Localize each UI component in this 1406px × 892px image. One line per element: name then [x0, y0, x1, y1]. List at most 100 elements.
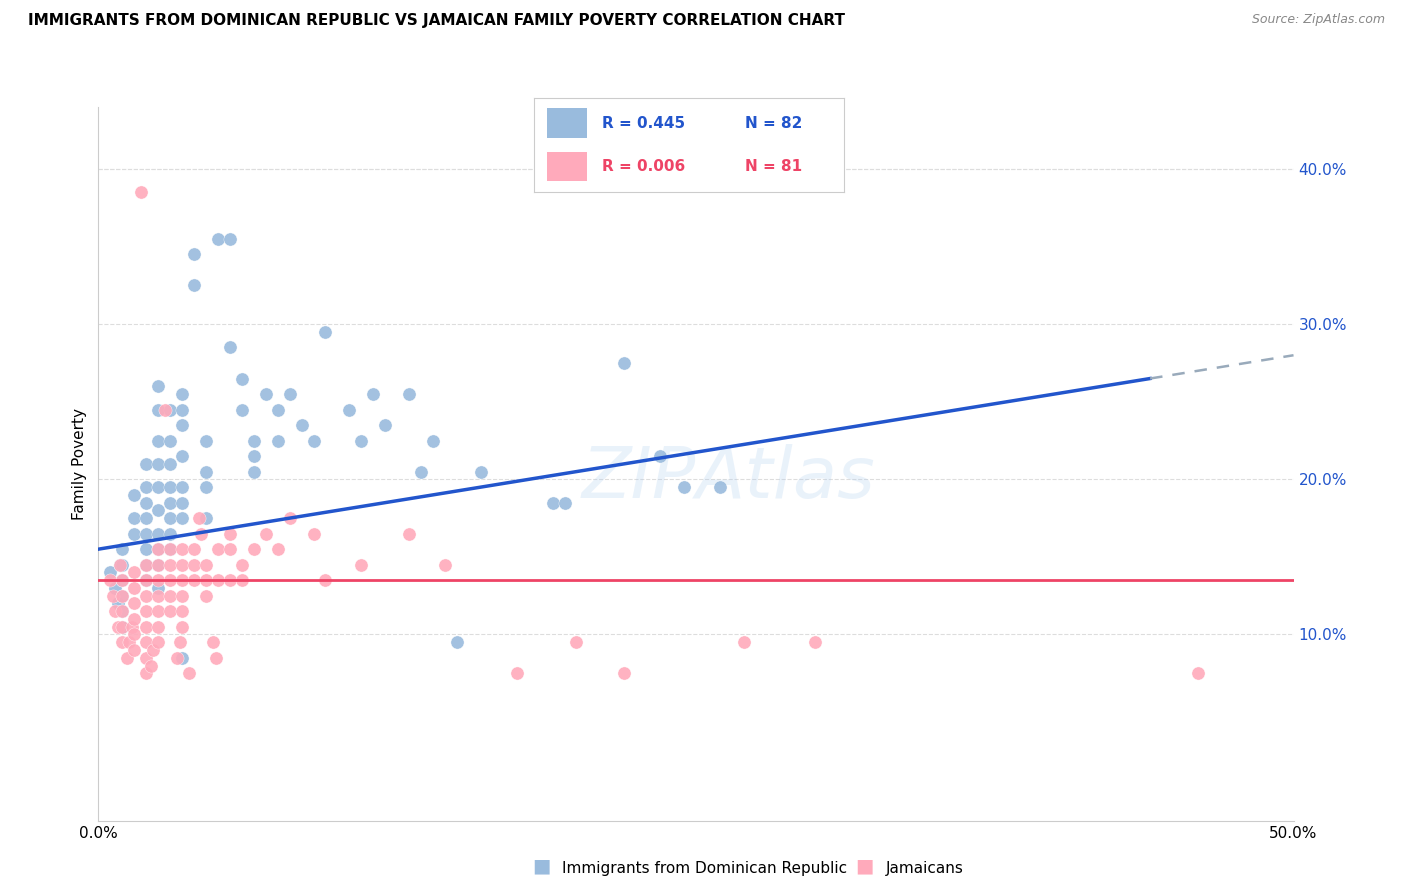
- Point: [139, 658, 162, 673]
- Point: [148, 558, 170, 572]
- Point: [104, 604, 127, 618]
- Point: [204, 650, 226, 665]
- Point: [148, 542, 170, 557]
- Point: [243, 449, 266, 463]
- Point: [267, 402, 290, 417]
- Point: [411, 465, 433, 479]
- Text: R = 0.006: R = 0.006: [602, 159, 686, 174]
- Point: [339, 402, 360, 417]
- Point: [1187, 666, 1209, 681]
- Point: [202, 635, 225, 649]
- Point: [148, 589, 170, 603]
- Point: [111, 542, 134, 557]
- Point: [733, 635, 755, 649]
- Point: [159, 511, 181, 525]
- Point: [172, 542, 194, 557]
- Point: [148, 480, 170, 494]
- Point: [219, 341, 242, 355]
- Point: [183, 573, 205, 587]
- Point: [135, 542, 157, 557]
- Point: [183, 247, 205, 261]
- Point: [172, 387, 194, 401]
- Point: [148, 379, 170, 393]
- Point: [111, 604, 134, 618]
- Point: [183, 558, 205, 572]
- Point: [219, 232, 242, 246]
- Point: [111, 620, 134, 634]
- Point: [148, 573, 170, 587]
- Point: [135, 635, 157, 649]
- Point: [159, 589, 181, 603]
- Point: [148, 402, 170, 417]
- Point: [148, 581, 170, 595]
- Y-axis label: Family Poverty: Family Poverty: [72, 408, 87, 520]
- Point: [142, 643, 165, 657]
- Point: [111, 635, 134, 649]
- Point: [506, 666, 529, 681]
- Point: [135, 558, 157, 572]
- Point: [135, 604, 157, 618]
- Point: [148, 526, 170, 541]
- Point: [159, 526, 181, 541]
- Point: [124, 511, 146, 525]
- Point: [194, 480, 218, 494]
- Point: [446, 635, 468, 649]
- Point: [267, 542, 290, 557]
- Point: [159, 434, 181, 448]
- Text: Jamaicans: Jamaicans: [886, 861, 963, 876]
- Point: [172, 589, 194, 603]
- Point: [135, 589, 157, 603]
- Point: [243, 542, 266, 557]
- Point: [169, 635, 191, 649]
- Point: [135, 480, 157, 494]
- Point: [108, 558, 131, 572]
- Text: Atlas: Atlas: [696, 443, 876, 513]
- Text: ZIP: ZIP: [582, 443, 696, 513]
- Point: [124, 597, 146, 611]
- Point: [148, 503, 170, 517]
- Point: [124, 643, 146, 657]
- Text: ■: ■: [855, 857, 875, 876]
- Point: [159, 480, 181, 494]
- Point: [207, 232, 229, 246]
- Point: [135, 666, 157, 681]
- Bar: [547, 152, 586, 181]
- Point: [398, 526, 420, 541]
- Point: [159, 604, 181, 618]
- Point: [124, 526, 146, 541]
- Point: [254, 526, 277, 541]
- Point: [183, 278, 205, 293]
- Point: [363, 387, 385, 401]
- Point: [135, 495, 157, 509]
- Point: [104, 581, 127, 595]
- Point: [135, 558, 157, 572]
- Text: IMMIGRANTS FROM DOMINICAN REPUBLIC VS JAMAICAN FAMILY POVERTY CORRELATION CHART: IMMIGRANTS FROM DOMINICAN REPUBLIC VS JA…: [28, 13, 845, 29]
- Point: [135, 457, 157, 471]
- Point: [131, 186, 153, 200]
- Point: [183, 542, 205, 557]
- Point: [135, 511, 157, 525]
- Point: [219, 573, 242, 587]
- Point: [148, 604, 170, 618]
- Point: [159, 542, 181, 557]
- Point: [135, 620, 157, 634]
- Point: [159, 542, 181, 557]
- Point: [98, 573, 122, 587]
- Point: [159, 457, 181, 471]
- Point: [98, 566, 122, 580]
- Point: [194, 434, 218, 448]
- Point: [121, 620, 143, 634]
- Text: N = 81: N = 81: [745, 159, 801, 174]
- Point: [194, 465, 218, 479]
- Point: [111, 573, 134, 587]
- Point: [172, 650, 194, 665]
- Point: [124, 581, 146, 595]
- Point: [207, 542, 229, 557]
- Point: [433, 558, 456, 572]
- Point: [148, 434, 170, 448]
- Point: [108, 558, 131, 572]
- Point: [613, 356, 636, 370]
- Point: [166, 650, 188, 665]
- Point: [207, 573, 229, 587]
- Point: [302, 526, 325, 541]
